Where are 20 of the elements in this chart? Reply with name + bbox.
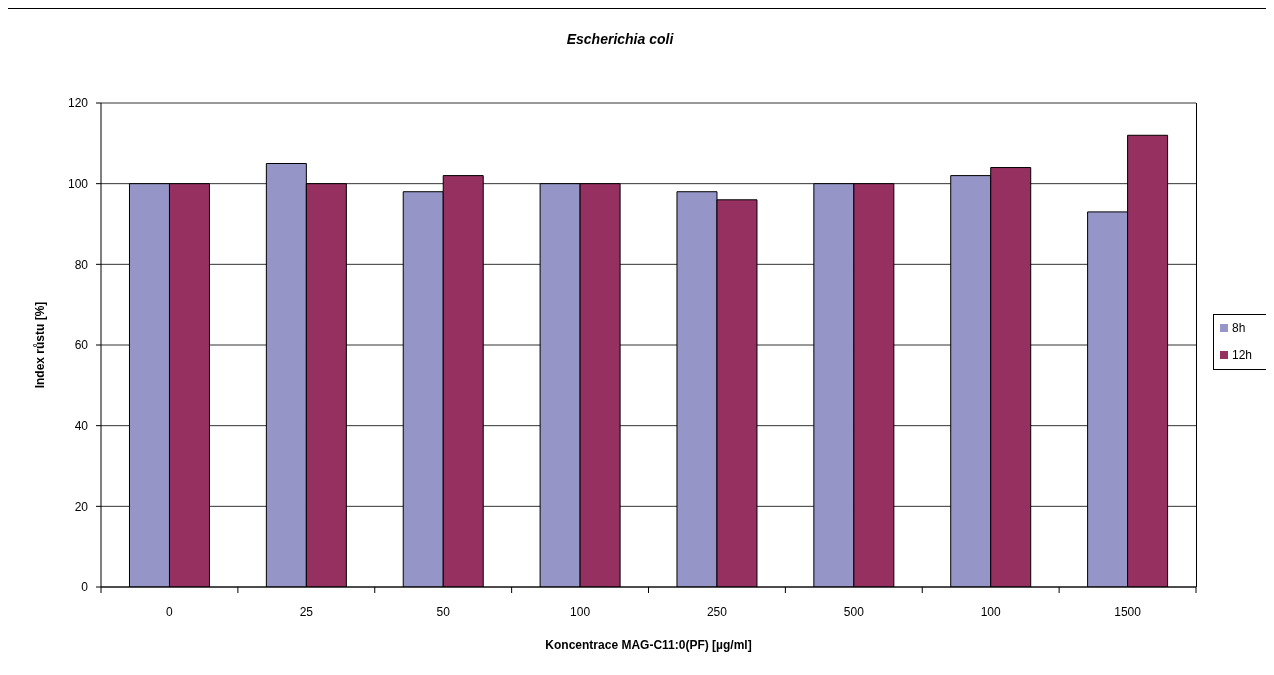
legend-label: 12h bbox=[1232, 347, 1253, 362]
y-tick-label: 0 bbox=[81, 580, 89, 595]
y-tick-label: 60 bbox=[74, 338, 89, 353]
legend-label: 8h bbox=[1232, 320, 1246, 335]
x-tick-label: 100 bbox=[980, 605, 1002, 619]
x-tick-label: 25 bbox=[299, 605, 314, 619]
x-tick-label: 1500 bbox=[1114, 605, 1142, 619]
x-tick-label: 500 bbox=[843, 605, 865, 619]
y-tick-label: 20 bbox=[74, 499, 89, 514]
y-tick-label: 120 bbox=[67, 96, 89, 111]
y-tick-label: 40 bbox=[74, 418, 89, 433]
y-tick-label: 80 bbox=[74, 257, 89, 272]
x-tick-label: 100 bbox=[570, 605, 591, 619]
x-axis-title: Koncentrace MAG-C11:0(PF) [µg/ml] bbox=[545, 638, 752, 652]
x-tick-label: 50 bbox=[436, 605, 451, 619]
y-tick-label: 100 bbox=[67, 176, 89, 191]
x-tick-label: 0 bbox=[166, 605, 174, 619]
x-tick-label: 250 bbox=[706, 605, 728, 619]
y-axis-title: Index růstu [%] bbox=[33, 301, 47, 389]
chart-title: Escherichia coli bbox=[565, 31, 675, 47]
